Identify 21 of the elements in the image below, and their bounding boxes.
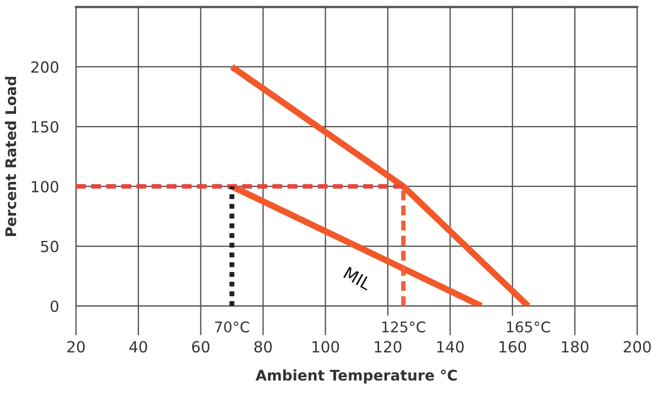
y-tick-label: 150 bbox=[32, 121, 58, 133]
x-tick-label: 140 bbox=[437, 340, 464, 353]
x-tick-label: 40 bbox=[129, 340, 148, 353]
y-tick-label: 200 bbox=[31, 61, 58, 73]
x-tick-label: 160 bbox=[500, 340, 526, 353]
x-axis-title: Ambient Temperature °C bbox=[256, 369, 457, 384]
annotation: 70°C bbox=[215, 321, 250, 332]
x-tick-label: 60 bbox=[192, 340, 210, 353]
annotation: 165°C bbox=[507, 321, 550, 332]
annotation: 125°C bbox=[382, 321, 426, 332]
y-tick-label: 100 bbox=[32, 180, 58, 192]
y-tick-label: 50 bbox=[41, 240, 58, 252]
x-tick-label: 80 bbox=[254, 340, 272, 353]
x-tick-label: 120 bbox=[374, 340, 402, 353]
x-tick-label: 180 bbox=[562, 340, 588, 353]
x-tick-label: 100 bbox=[312, 340, 339, 353]
x-tick-label: 200 bbox=[624, 340, 651, 353]
y-axis-title: Percent Rated Load bbox=[4, 76, 16, 236]
text: MIL bbox=[343, 266, 373, 291]
x-tick-label: 20 bbox=[67, 340, 85, 353]
y-tick-label: 0 bbox=[50, 300, 58, 312]
